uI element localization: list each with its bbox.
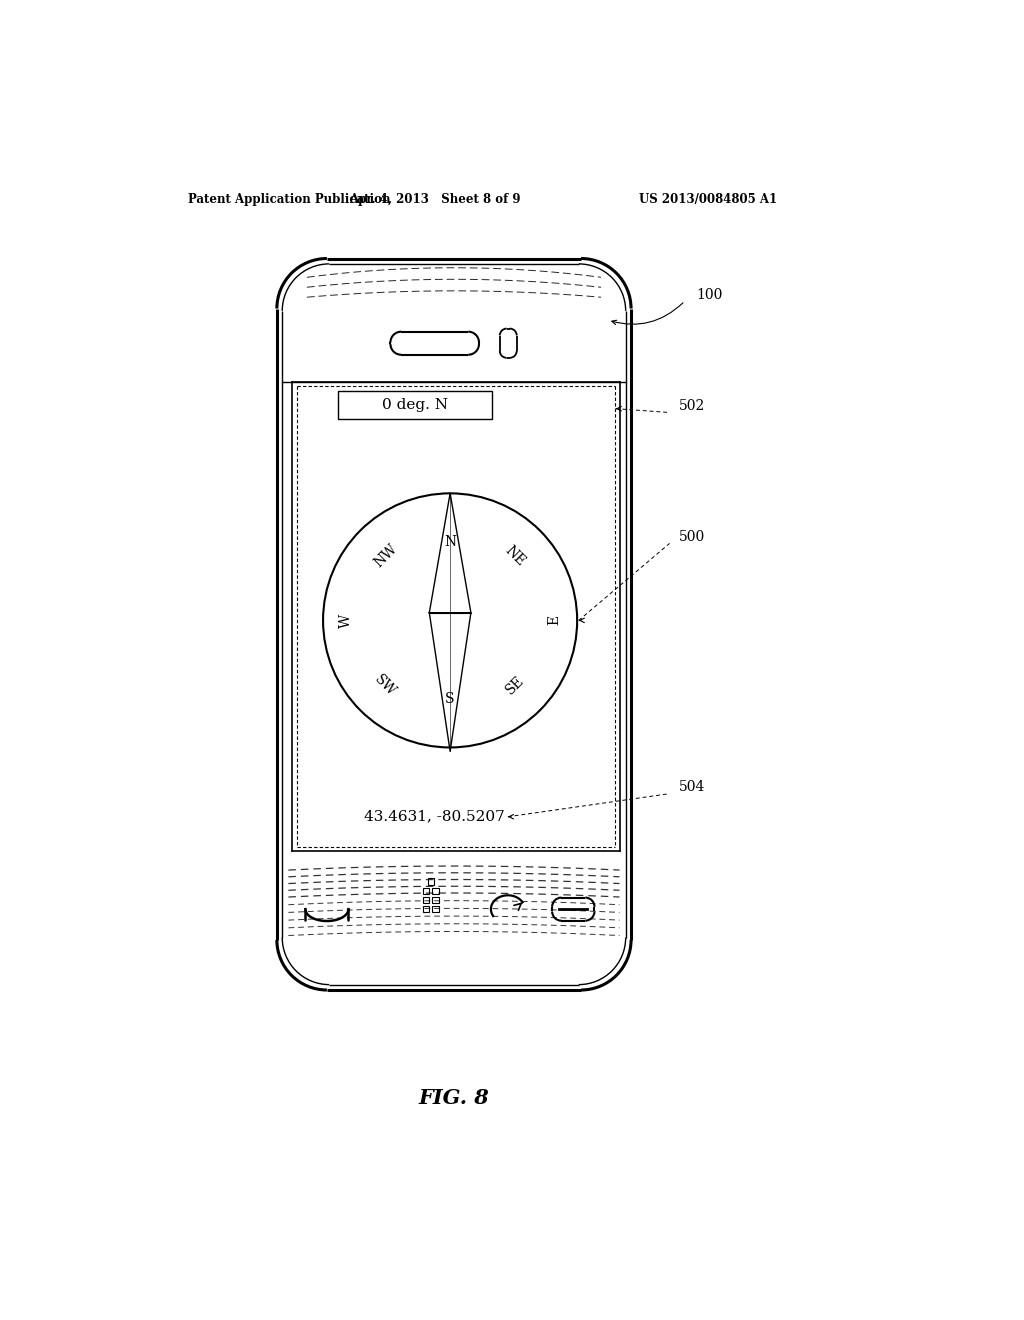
Text: 504: 504: [679, 780, 706, 795]
Bar: [339, 391, 493, 418]
Text: FIG. 8: FIG. 8: [419, 1088, 489, 1107]
Text: W: W: [339, 614, 353, 627]
Text: N: N: [444, 535, 456, 549]
Text: 0 deg. N: 0 deg. N: [382, 397, 449, 412]
Text: S: S: [445, 692, 455, 706]
Bar: [423, 896, 429, 903]
Bar: [423, 887, 429, 894]
Text: Apr. 4, 2013   Sheet 8 of 9: Apr. 4, 2013 Sheet 8 of 9: [349, 193, 520, 206]
Text: NW: NW: [371, 541, 399, 570]
Text: SE: SE: [503, 673, 526, 697]
Text: US 2013/0084805 A1: US 2013/0084805 A1: [639, 193, 777, 206]
Text: 500: 500: [679, 531, 706, 544]
Bar: [432, 887, 438, 894]
Bar: [432, 896, 438, 903]
Text: E: E: [547, 615, 561, 626]
Bar: [428, 878, 434, 884]
Text: NE: NE: [502, 543, 527, 569]
Text: SW: SW: [372, 672, 398, 698]
Text: 100: 100: [696, 289, 723, 302]
Bar: [432, 906, 438, 912]
Text: 43.4631, -80.5207: 43.4631, -80.5207: [365, 809, 505, 824]
Text: 502: 502: [679, 400, 706, 413]
Text: Patent Application Publication: Patent Application Publication: [188, 193, 391, 206]
Bar: [423, 906, 429, 912]
